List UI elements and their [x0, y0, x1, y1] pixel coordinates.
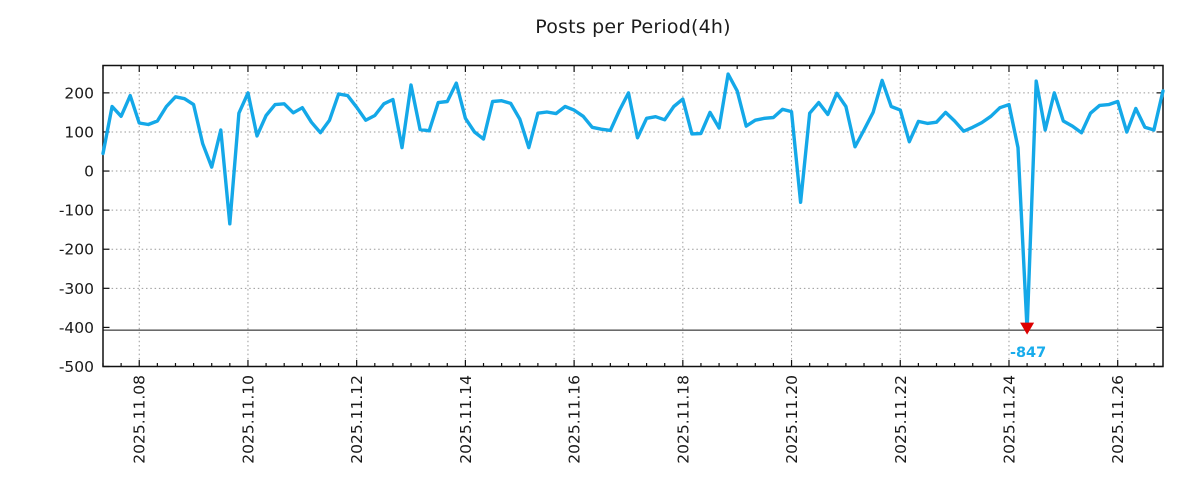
plot-border [102, 64, 1164, 368]
x-tick-label: 2025.11.14 [457, 375, 475, 464]
y-tick-label: -500 [59, 358, 94, 376]
min-value-label: -847 [1010, 345, 1046, 361]
data-line-series [101, 72, 1165, 332]
x-tick-label: 2025.11.08 [131, 375, 149, 464]
y-tick-label: -200 [59, 241, 94, 259]
x-tick-label: 2025.11.18 [674, 375, 692, 464]
axis-ticks [102, 65, 1163, 368]
x-tick-label: 2025.11.24 [1000, 375, 1018, 464]
x-tick-label: 2025.11.22 [892, 375, 910, 464]
x-tick-label: 2025.11.10 [239, 375, 257, 464]
y-tick-label: 100 [64, 123, 94, 141]
y-tick-label: -300 [59, 280, 94, 298]
min-marker-icon [1020, 322, 1035, 335]
x-tick-label: 2025.11.12 [348, 375, 366, 464]
x-tick-label: 2025.11.16 [566, 375, 584, 464]
x-tick-labels: 2025.11.08 2025.11.10 2025.11.12 2025.11.14… [131, 375, 1127, 464]
y-tick-labels: 200 100 0 -100 -200 -300 -400 -500 [59, 84, 94, 376]
gridlines [103, 65, 1163, 367]
x-tick-label: 2025.11.26 [1109, 375, 1127, 464]
y-tick-label: -400 [59, 319, 94, 337]
y-tick-label: 200 [64, 84, 94, 102]
x-tick-label: 2025.11.20 [783, 375, 801, 464]
y-tick-label: -100 [59, 202, 94, 220]
chart-title: Posts per Period(4h) [535, 16, 731, 38]
y-tick-label: 0 [84, 163, 94, 181]
